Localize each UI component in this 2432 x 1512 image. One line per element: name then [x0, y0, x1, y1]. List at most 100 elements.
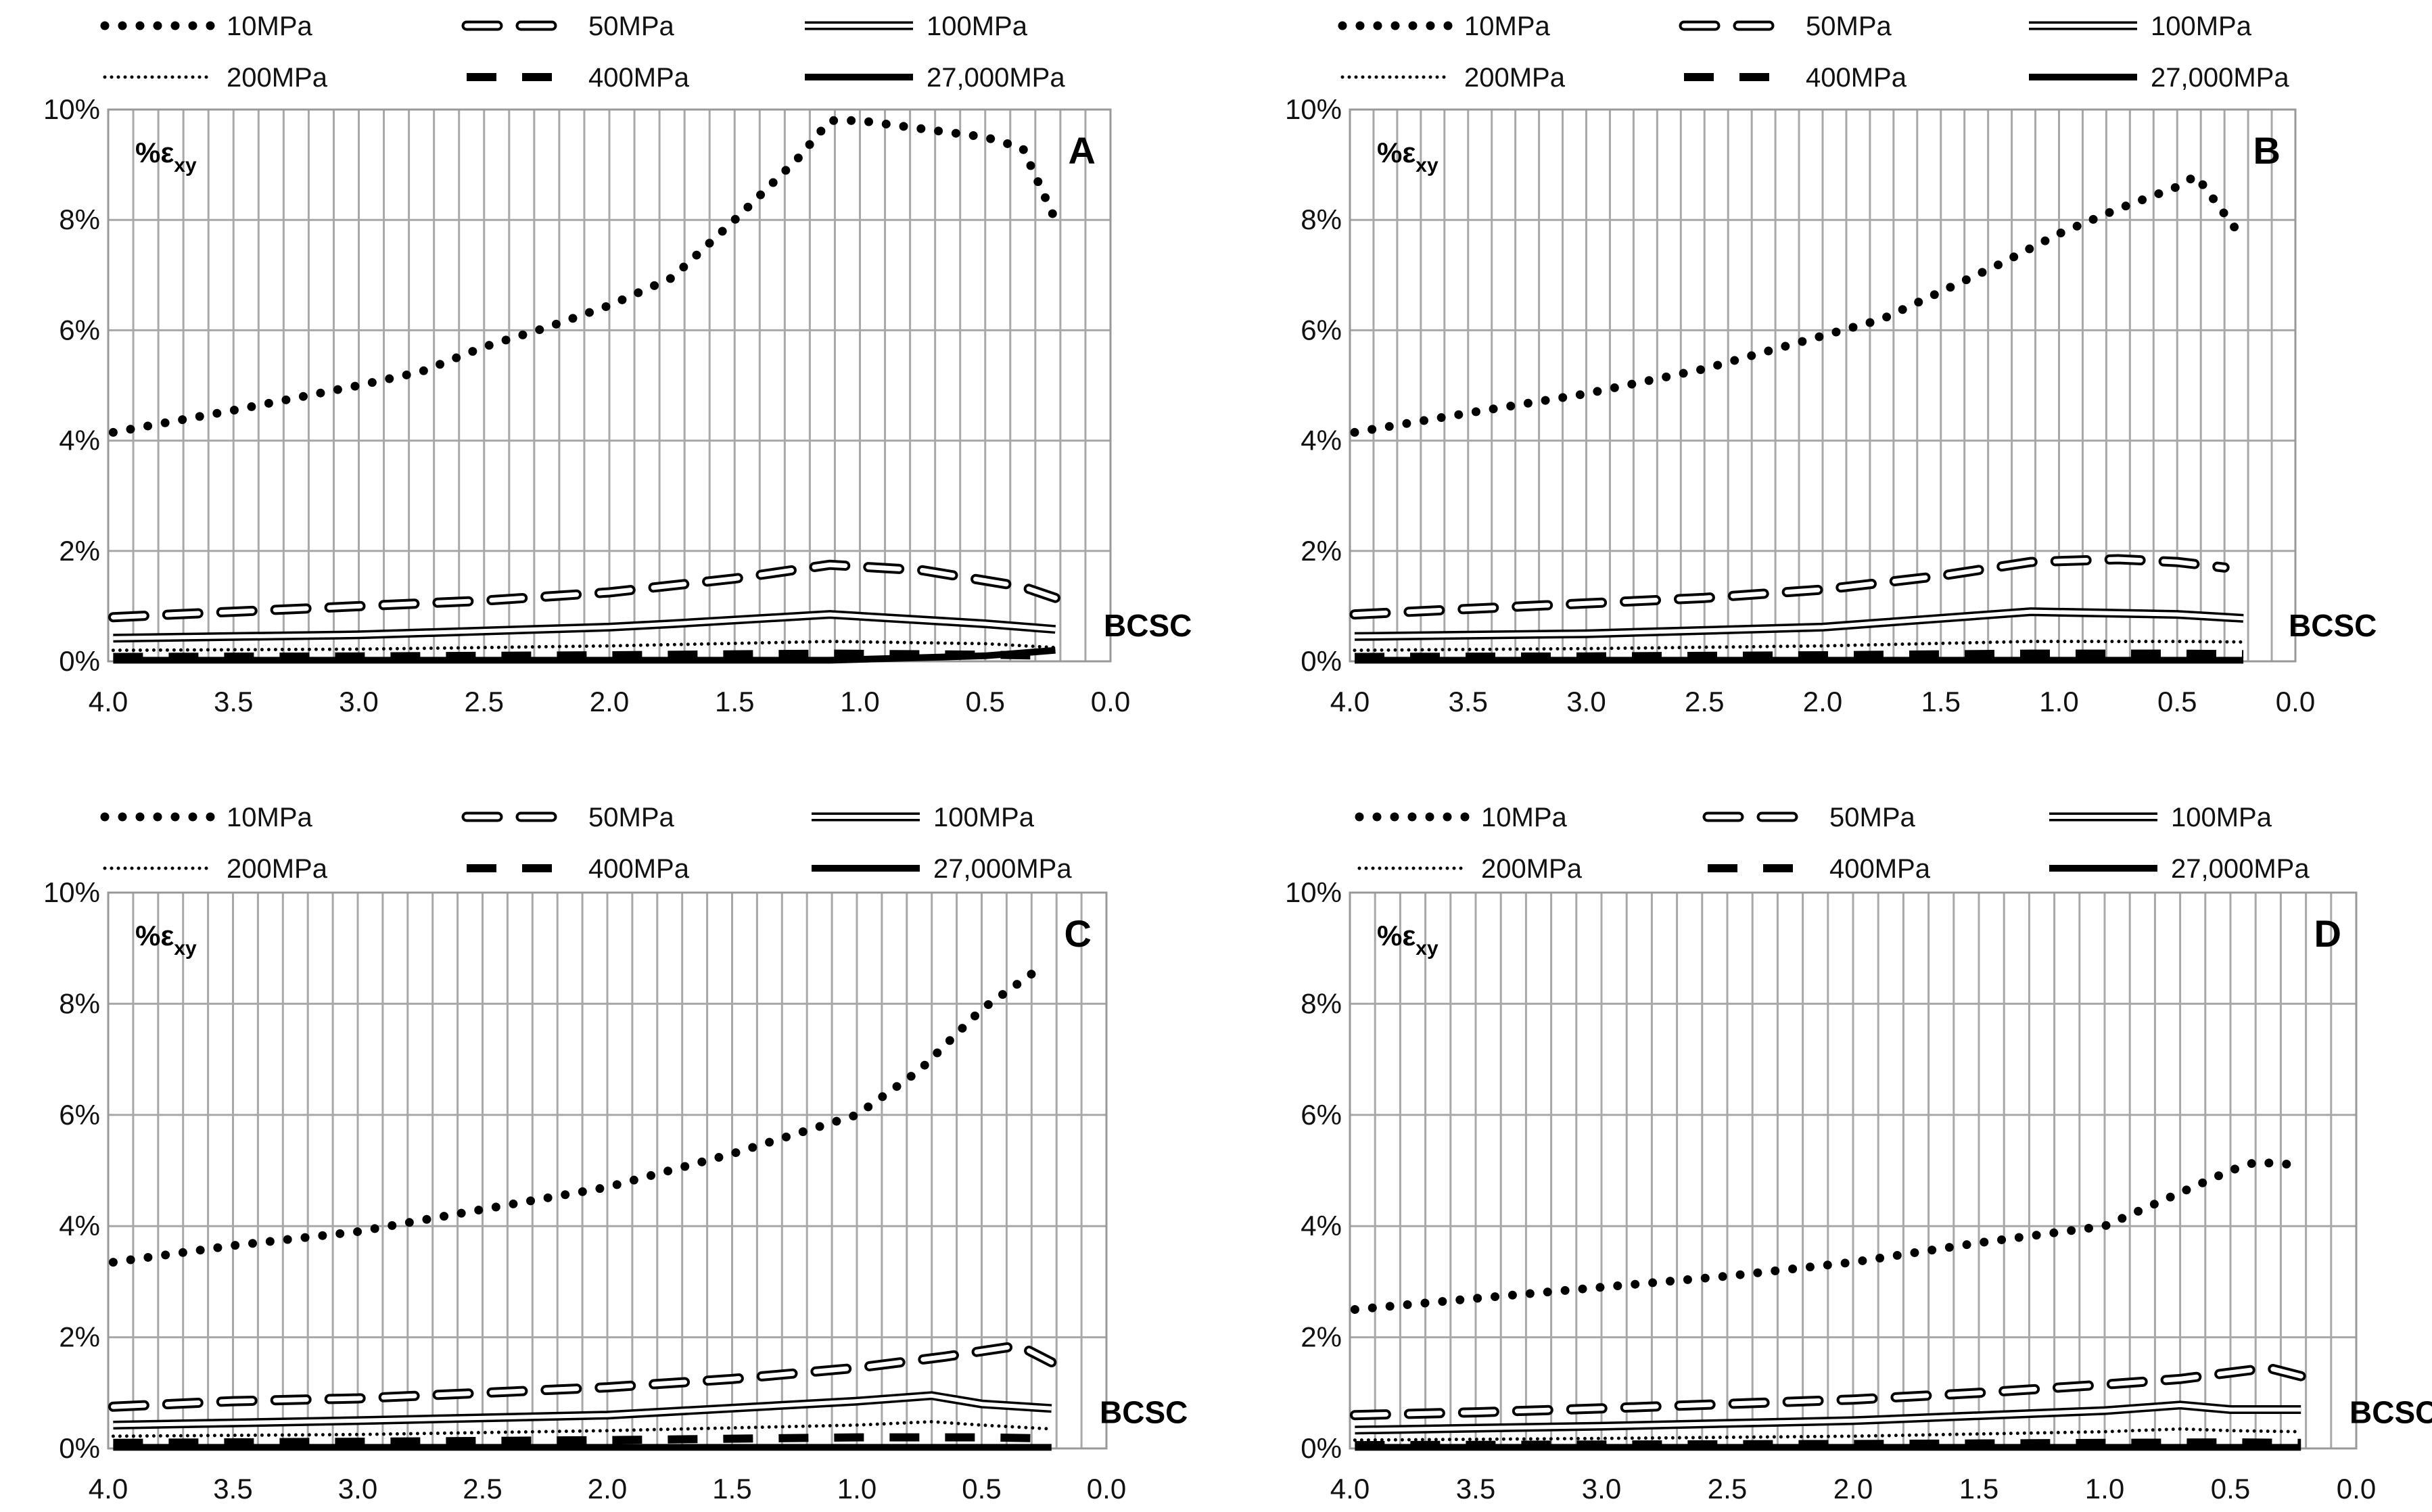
- legend-label: 50MPa: [1829, 803, 1915, 832]
- x-tick-label: 2.0: [1833, 1473, 1873, 1505]
- y-tick-label: 2%: [59, 535, 100, 567]
- x-tick-label: 3.0: [1566, 686, 1606, 717]
- series-line-400MPa: [1355, 1438, 2301, 1450]
- x-tick-label: 0.5: [962, 1473, 1001, 1505]
- panel-D: 0% 2% 4% 6% 8% 10% 4.0 3.5 3.0 2.5 2.0 1.5 1.0 0.5 0.0…: [1285, 803, 2432, 1505]
- series-group: [108, 966, 1057, 1451]
- series-line-inner-50MPa: [1352, 557, 2227, 617]
- y-tick-label: 4%: [59, 1210, 100, 1242]
- series-line-inner-100MPa: [1354, 609, 2244, 639]
- y-tick-label: 2%: [59, 1321, 100, 1353]
- legend-label: 200MPa: [1464, 63, 1566, 93]
- x-tick-label: 3.0: [1582, 1473, 1621, 1505]
- legend-label: 100MPa: [927, 11, 1028, 41]
- legend-label: 400MPa: [1806, 63, 1907, 93]
- y-tick-label: 8%: [1301, 987, 1342, 1019]
- x-tick-label: 0.5: [966, 686, 1005, 717]
- x-tick-label: 3.5: [214, 686, 253, 717]
- grid: [1349, 108, 2297, 663]
- series-line-400MPa: [1354, 649, 2244, 661]
- legend-label: 100MPa: [933, 803, 1035, 832]
- x-tick-label: 2.0: [588, 1473, 627, 1505]
- legend-label: 50MPa: [1806, 11, 1892, 41]
- legend-label: 27,000MPa: [2171, 854, 2310, 884]
- x-tick-label: 0.5: [2157, 686, 2197, 717]
- legend-label: 400MPa: [588, 854, 690, 884]
- x-tick-label: 3.5: [1456, 1473, 1495, 1505]
- y-tick-label: 8%: [1301, 204, 1342, 235]
- grid: [107, 108, 1112, 663]
- series-group: [108, 116, 1060, 664]
- legend-label: 50MPa: [588, 11, 674, 41]
- y-axis-label: %εxy: [135, 920, 197, 960]
- y-tick-label: 10%: [1285, 93, 1342, 125]
- bcsc-annotation: BCSC: [2349, 1395, 2432, 1430]
- x-tick-label: 1.0: [840, 686, 879, 717]
- legend-label: 400MPa: [588, 63, 690, 93]
- x-tick-label: 2.5: [465, 686, 504, 717]
- x-tick-label: 4.0: [89, 686, 128, 717]
- y-tick-label: 6%: [59, 314, 100, 346]
- y-tick-label: 8%: [59, 987, 100, 1019]
- x-tick-label: 4.0: [1330, 1473, 1370, 1505]
- y-tick-label: 4%: [1301, 1210, 1342, 1242]
- y-tick-label: 4%: [59, 425, 100, 456]
- panel-C: 0% 2% 4% 6% 8% 10% 4.0 3.5 3.0 2.5 2.0 1.5 1.0 0.5 0.0…: [43, 803, 1188, 1505]
- y-tick-label: 8%: [59, 204, 100, 235]
- legend-label: 10MPa: [1464, 11, 1550, 41]
- series-line-inner-100MPa: [1355, 1402, 2301, 1432]
- x-tick-label: 1.5: [1959, 1473, 1998, 1505]
- legend-label: 200MPa: [227, 63, 328, 93]
- x-tick-label: 1.0: [2085, 1473, 2124, 1505]
- panel-letter: B: [2253, 129, 2281, 172]
- x-tick-label: 0.0: [2337, 1473, 2376, 1505]
- series-line-27,000MPa: [113, 646, 1056, 664]
- bcsc-annotation: BCSC: [2289, 608, 2377, 643]
- y-tick-label: 2%: [1301, 1321, 1342, 1353]
- x-tick-label: 3.5: [1449, 686, 1488, 717]
- x-tick-label: 1.0: [837, 1473, 876, 1505]
- x-tick-label: 1.5: [715, 686, 754, 717]
- grid: [1349, 891, 2358, 1450]
- legend: 10MPa 50MPa 100MPa 200MPa 400MPa 27,000MPa: [100, 11, 1065, 93]
- legend: 10MPa 50MPa 100MPa 200MPa 400MPa 27,000MPa: [1355, 803, 2310, 884]
- x-tick-label: 3.0: [338, 1473, 377, 1505]
- series-line-inner-100MPa: [113, 612, 1056, 640]
- y-tick-label: 0%: [59, 645, 100, 677]
- series-line-200MPa: [1353, 1427, 2303, 1442]
- legend-label: 50MPa: [588, 803, 674, 832]
- legend-label: 10MPa: [227, 803, 312, 832]
- panel-letter: D: [2314, 912, 2341, 955]
- panel-A: 0% 2% 4% 6% 8% 10% 4.0 3.5 3.0 2.5 2.0 1.5 1.0 0.5 0.0…: [43, 11, 1192, 717]
- series-line-10MPa: [1350, 171, 2248, 437]
- series-line-400MPa: [113, 649, 1056, 661]
- y-tick-label: 6%: [1301, 1099, 1342, 1131]
- x-tick-label: 2.5: [1708, 1473, 1747, 1505]
- series-line-inner-100MPa: [113, 1393, 1052, 1427]
- bcsc-annotation: BCSC: [1100, 1395, 1188, 1430]
- x-tick-label: 0.0: [2276, 686, 2315, 717]
- y-tick-label: 10%: [43, 93, 100, 125]
- x-tick-label: 2.0: [1803, 686, 1842, 717]
- x-tick-label: 3.5: [213, 1473, 252, 1505]
- series-group: [1349, 1158, 2306, 1451]
- x-tick-label: 1.5: [1921, 686, 1961, 717]
- legend-label: 27,000MPa: [933, 854, 1072, 884]
- x-tick-label: 3.0: [339, 686, 378, 717]
- x-tick-label: 2.0: [590, 686, 629, 717]
- x-tick-label: 1.5: [712, 1473, 751, 1505]
- series-line-400MPa: [113, 1433, 1052, 1447]
- y-tick-label: 2%: [1301, 535, 1342, 567]
- y-tick-label: 0%: [59, 1432, 100, 1464]
- y-tick-label: 6%: [1301, 314, 1342, 346]
- y-tick-label: 10%: [1285, 876, 1342, 908]
- y-axis-label: %εxy: [1377, 920, 1439, 960]
- legend-label: 10MPa: [1481, 803, 1567, 832]
- panel-B: 0% 2% 4% 6% 8% 10% 4.0 3.5 3.0 2.5 2.0 1.5 1.0 0.5 0.0…: [1285, 11, 2377, 717]
- y-tick-label: 0%: [1301, 645, 1342, 677]
- legend-label: 200MPa: [227, 854, 328, 884]
- series-group: [1349, 171, 2248, 664]
- x-tick-label: 0.5: [2211, 1473, 2250, 1505]
- series-line-inner-50MPa: [110, 562, 1058, 620]
